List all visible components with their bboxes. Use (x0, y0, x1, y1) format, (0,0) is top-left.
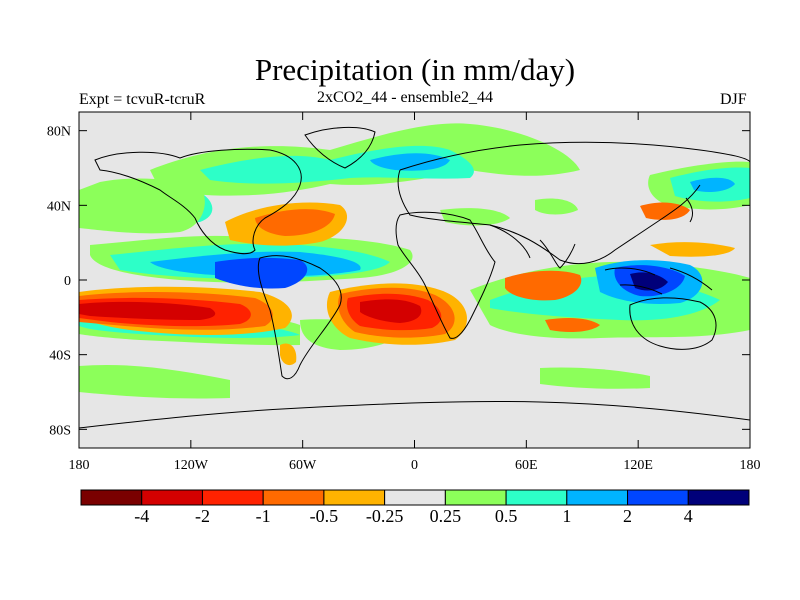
x-tick-label: 180 (740, 458, 761, 473)
colorbar-swatch (201, 489, 264, 506)
colorbar-swatch (323, 489, 386, 506)
coastlines (79, 126, 750, 429)
y-tick-label: 40N (47, 199, 71, 214)
colorbar-label: 1 (562, 506, 572, 526)
season-label: DJF (720, 91, 747, 108)
colorbar-label: 0.5 (494, 506, 518, 526)
field-spacific-darkred (79, 301, 216, 320)
field-sa-green (535, 198, 578, 215)
colorbar-swatch (566, 489, 629, 506)
chart-title: Precipitation (in mm/day) (254, 52, 576, 87)
y-tick-label: 80S (49, 423, 71, 438)
field-tropical-darkblue (215, 257, 308, 289)
axis-ticks: 180 120W 60W 0 60E 120E 180 80N 40N 0 40S 80S (47, 112, 761, 473)
coast-africa (395, 211, 496, 339)
field-arctic-blue (370, 153, 450, 171)
colorbar-swatch (627, 489, 689, 506)
field-south-green-2 (540, 367, 650, 389)
x-tick-label: 0 (411, 458, 418, 473)
field-south-green (79, 364, 230, 399)
colorbar-swatch (505, 489, 568, 506)
colorbar-label: 2 (623, 506, 633, 526)
colorbar-label: -0.25 (365, 506, 404, 526)
colorbar-label: -1 (255, 506, 271, 526)
coast-south-america (257, 255, 342, 380)
x-tick-label: 120W (174, 458, 209, 473)
x-tick-label: 120E (623, 458, 653, 473)
colorbar-label: -4 (134, 506, 150, 526)
coast-north-america (94, 148, 302, 255)
colorbar-label: -2 (194, 506, 210, 526)
coast-maritime (604, 267, 713, 295)
field-westpac-blue (690, 177, 735, 192)
field-indian-orange (545, 317, 600, 333)
experiment-label: Expt = tcvuR-tcruR (79, 91, 206, 108)
colorbar-label: -0.5 (309, 506, 339, 526)
colorbar-swatch (687, 489, 750, 506)
colorbar-swatch (384, 489, 446, 506)
y-tick-label: 40S (49, 349, 71, 364)
field-nwpac-orange (640, 202, 690, 220)
field-satlantic-darkred (360, 299, 422, 323)
colorbar-swatch (262, 489, 325, 506)
field-safrica-orange (505, 270, 582, 301)
colorbar-swatch (141, 489, 203, 506)
x-tick-label: 60W (289, 458, 317, 473)
field-atlantic-green (440, 208, 510, 226)
colorbar-swatch (80, 489, 143, 506)
y-tick-label: 80N (47, 125, 71, 140)
field-samerica-yellow (280, 343, 297, 366)
field-natlantic-orange (255, 209, 335, 236)
coast-australia (629, 297, 717, 350)
coast-europe-asia (397, 141, 750, 265)
colorbar (80, 489, 750, 506)
coast-arabia-india (489, 224, 576, 269)
coast-greenland (304, 126, 376, 169)
ensemble-label: 2xCO2_44 - ensemble2_44 (317, 89, 493, 106)
field-npacific-green (79, 178, 205, 234)
coast-antarctica (79, 400, 750, 429)
x-tick-label: 60E (515, 458, 538, 473)
colorbar-swatch (444, 489, 507, 506)
y-tick-label: 0 (64, 274, 71, 289)
field-npac-yellow (650, 242, 735, 257)
colorbar-label: 0.25 (429, 506, 462, 526)
coast-japan (685, 197, 694, 223)
x-tick-label: 180 (69, 458, 90, 473)
colorbar-label: 4 (683, 506, 693, 526)
